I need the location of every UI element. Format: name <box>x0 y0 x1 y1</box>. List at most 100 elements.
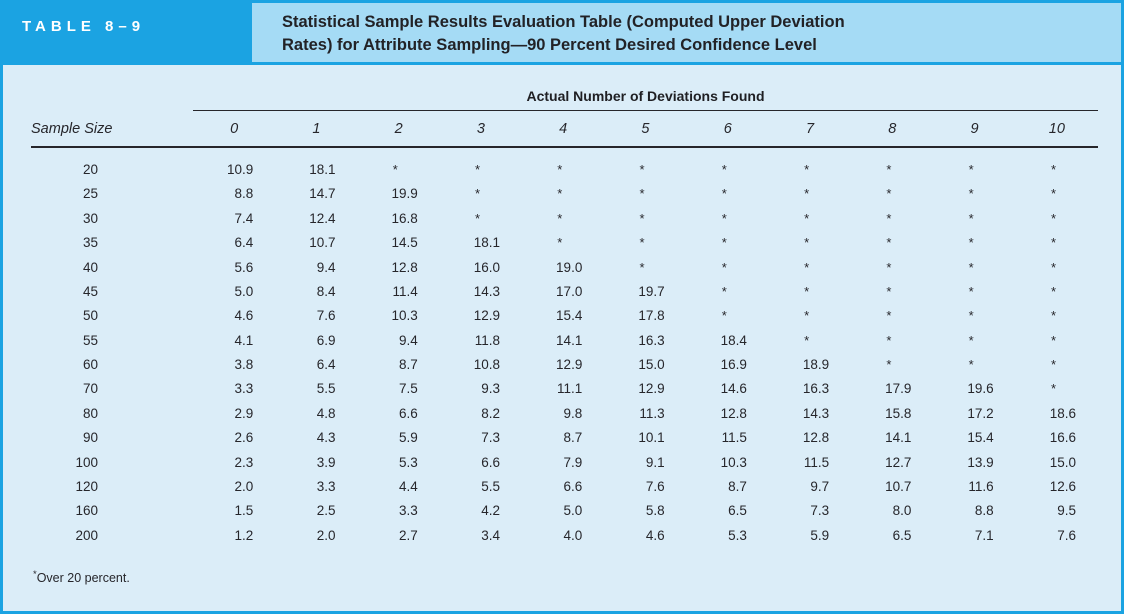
table-row: 20 10.9 18.1 * * * * * * * * * <box>31 147 1098 182</box>
deviation-rate-value: 9.3 <box>481 381 501 397</box>
deviation-rate-value: 5.3 <box>728 527 747 543</box>
deviation-rate-over-20-marker: * <box>639 259 645 275</box>
deviation-rate-value: 7.6 <box>645 478 665 494</box>
deviation-rate-over-20-marker: * <box>968 162 974 177</box>
deviation-rate-value: 18.1 <box>473 235 501 251</box>
deviation-rate-value: 1.5 <box>234 503 254 519</box>
deviation-rate-over-20-marker: * <box>886 332 892 348</box>
deviation-rate-value: 19.0 <box>556 259 583 275</box>
deviation-rate-value: 7.1 <box>974 527 994 543</box>
deviation-rate-value: 7.3 <box>810 503 830 519</box>
deviation-rate-value: 15.0 <box>638 357 665 372</box>
deviation-rate-over-20-marker: * <box>721 210 727 226</box>
deviation-rates-table: Actual Number of Deviations Found Sample… <box>31 65 1098 548</box>
deviation-rate-value: 11.1 <box>557 381 583 397</box>
table-row: 50 4.6 7.6 10.3 12.9 15.4 17.8 * * * * * <box>31 304 1098 328</box>
deviation-rate-over-20-marker: * <box>1050 332 1056 348</box>
deviation-rate-over-20-marker: * <box>557 210 563 226</box>
deviation-rate-value: 2.6 <box>234 430 254 446</box>
deviation-rate-over-20-marker: * <box>886 357 892 372</box>
deviation-rate-value: 8.8 <box>234 186 254 202</box>
deviations-col-header: 3 <box>439 110 523 148</box>
table-row: 100 2.3 3.9 5.3 6.6 7.9 9.1 10.3 11.5 12.7 13.9 15.… <box>31 450 1098 474</box>
deviation-rate-value: 16.0 <box>473 259 501 275</box>
deviation-rate-over-20-marker: * <box>886 259 892 275</box>
deviation-rate-value: 12.8 <box>391 259 418 275</box>
deviation-rate-over-20-marker: * <box>1050 210 1056 226</box>
deviation-rate-over-20-marker: * <box>886 162 892 177</box>
sample-size-value: 35 <box>82 235 98 251</box>
deviation-rate-value: 5.0 <box>234 283 254 299</box>
deviation-rate-value: 9.4 <box>316 259 336 275</box>
deviation-rate-over-20-marker: * <box>475 210 481 226</box>
deviation-rate-value: 9.8 <box>563 405 583 421</box>
deviation-rate-value: 4.4 <box>399 478 418 494</box>
deviation-rate-value: 16.3 <box>638 332 665 348</box>
deviations-col-header: 9 <box>933 110 1016 148</box>
deviations-found-span-header: Actual Number of Deviations Found <box>193 65 1098 111</box>
deviation-rate-value: 16.6 <box>1049 430 1076 446</box>
deviation-rate-over-20-marker: * <box>804 162 810 177</box>
sample-size-value: 80 <box>82 405 98 421</box>
deviation-rate-value: 11.8 <box>474 332 501 348</box>
deviation-rate-value: 7.5 <box>399 381 418 397</box>
deviation-rate-over-20-marker: * <box>804 210 810 226</box>
table-row: 45 5.0 8.4 11.4 14.3 17.0 19.7 * * * * * <box>31 279 1098 303</box>
deviation-rate-value: 9.1 <box>645 454 665 470</box>
sample-size-value: 25 <box>82 186 98 202</box>
sample-size-value: 40 <box>82 259 98 275</box>
col-header-row: Sample Size 0 1 2 3 4 5 6 7 8 9 10 <box>31 110 1098 148</box>
table-row: 55 4.1 6.9 9.4 11.8 14.1 16.3 18.4 * * * * <box>31 328 1098 352</box>
deviation-rate-value: 19.7 <box>638 283 665 299</box>
sample-size-value: 20 <box>82 162 98 177</box>
deviation-rate-over-20-marker: * <box>968 308 974 324</box>
sample-size-value: 100 <box>75 454 98 470</box>
deviations-col-header: 0 <box>193 110 276 148</box>
deviation-rate-value: 5.8 <box>645 503 665 519</box>
deviation-rate-value: 2.9 <box>234 405 254 421</box>
deviation-rate-over-20-marker: * <box>968 259 974 275</box>
table-row: 90 2.6 4.3 5.9 7.3 8.7 10.1 11.5 12.8 14.1 15.4 16.… <box>31 426 1098 450</box>
deviation-rate-value: 7.6 <box>1057 527 1076 543</box>
deviation-rate-value: 9.5 <box>1057 503 1076 519</box>
deviation-rate-value: 19.9 <box>391 186 418 202</box>
deviation-rate-value: 18.9 <box>802 357 830 372</box>
deviation-rate-over-20-marker: * <box>475 162 481 177</box>
deviation-rate-over-20-marker: * <box>886 186 892 202</box>
deviation-rate-over-20-marker: * <box>557 162 563 177</box>
deviation-rate-value: 5.3 <box>399 454 418 470</box>
deviation-rate-over-20-marker: * <box>639 162 645 177</box>
deviation-rate-over-20-marker: * <box>804 332 810 348</box>
deviation-rate-value: 8.7 <box>399 357 418 372</box>
deviation-rate-value: 16.9 <box>720 357 747 372</box>
deviation-rate-over-20-marker: * <box>968 332 974 348</box>
deviation-rate-value: 3.3 <box>234 381 254 397</box>
deviation-rate-value: 11.5 <box>721 430 747 446</box>
deviation-rate-value: 8.7 <box>728 478 747 494</box>
deviation-rate-value: 6.5 <box>892 527 912 543</box>
deviation-rate-value: 12.4 <box>309 210 336 226</box>
deviation-rate-value: 15.4 <box>556 308 583 324</box>
deviation-rate-over-20-marker: * <box>1050 357 1056 372</box>
deviation-rate-value: 8.0 <box>892 503 912 519</box>
deviation-rate-value: 5.9 <box>399 430 418 446</box>
deviation-rate-value: 12.8 <box>802 430 830 446</box>
deviation-rate-value: 17.2 <box>967 405 994 421</box>
table-row: 25 8.8 14.7 19.9 * * * * * * * * <box>31 182 1098 206</box>
deviation-rate-over-20-marker: * <box>886 210 892 226</box>
deviation-rate-value: 17.9 <box>885 381 912 397</box>
deviation-rate-over-20-marker: * <box>886 308 892 324</box>
deviation-rate-value: 10.3 <box>391 308 418 324</box>
table-row: 70 3.3 5.5 7.5 9.3 11.1 12.9 14.6 16.3 17.9 19.6 * <box>31 377 1098 401</box>
deviation-rate-over-20-marker: * <box>639 235 645 251</box>
deviations-col-header: 7 <box>768 110 852 148</box>
table-row: 120 2.0 3.3 4.4 5.5 6.6 7.6 8.7 9.7 10.7 11.6 12.6 <box>31 474 1098 498</box>
deviation-rate-value: 13.9 <box>967 454 994 470</box>
deviation-rate-value: 10.8 <box>473 357 501 372</box>
deviation-rate-value: 10.3 <box>720 454 747 470</box>
deviation-rate-value: 5.5 <box>316 381 336 397</box>
deviation-rate-over-20-marker: * <box>721 162 727 177</box>
deviation-rate-value: 14.3 <box>802 405 830 421</box>
deviation-rate-value: 6.6 <box>563 478 583 494</box>
deviation-rate-value: 2.5 <box>316 503 336 519</box>
